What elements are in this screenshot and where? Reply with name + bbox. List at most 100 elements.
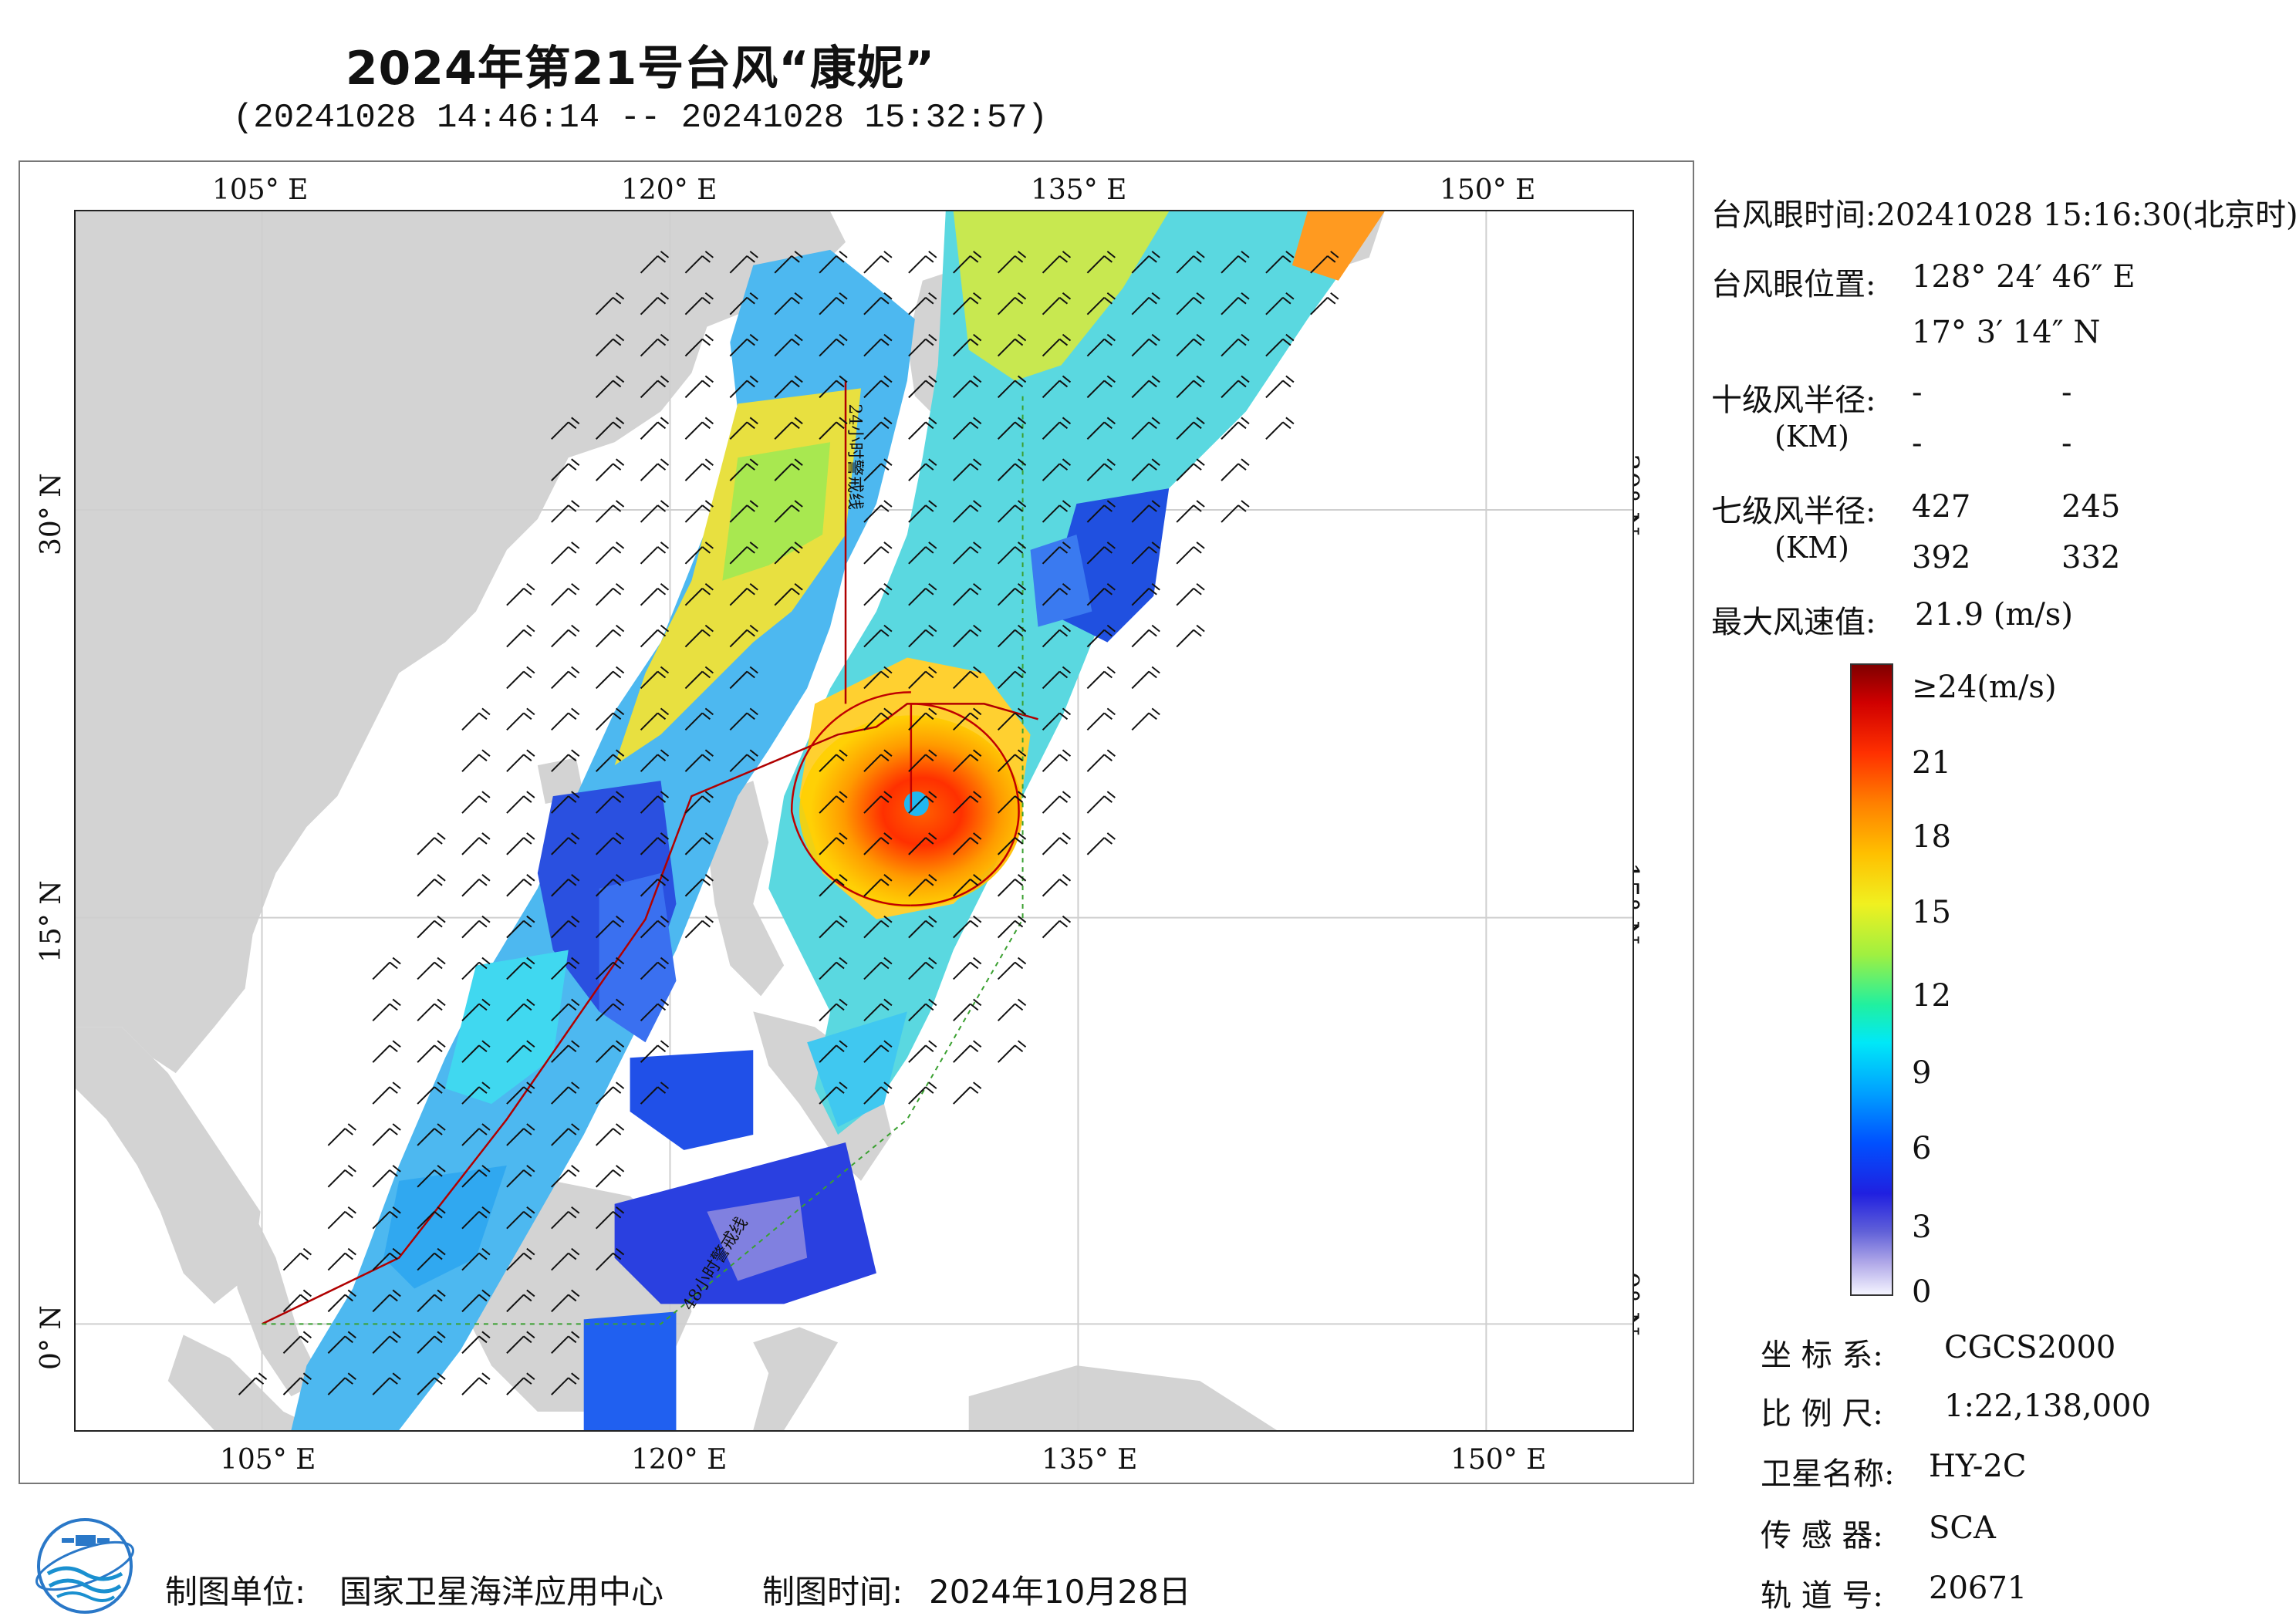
wind-barb — [1131, 417, 1160, 440]
wind-barb — [684, 292, 714, 315]
wind-barb — [595, 458, 625, 481]
wind-barb — [551, 582, 580, 606]
wind-barb — [908, 791, 937, 814]
wind-barb — [1131, 292, 1160, 315]
crs-label: 坐 标 系: — [1761, 1338, 1883, 1373]
wind-barb — [1176, 251, 1205, 274]
wind-barb — [506, 832, 535, 855]
wind-barb — [417, 1206, 446, 1230]
wind-barb — [506, 957, 535, 980]
wind-barb — [1042, 624, 1072, 648]
wind-barb — [953, 957, 982, 980]
wind-barb — [461, 1372, 491, 1395]
wind-barb — [327, 1372, 356, 1395]
wind-barb — [908, 749, 937, 772]
wind-barb — [461, 915, 491, 939]
wind-barb — [819, 874, 848, 897]
wind-barb — [997, 417, 1027, 440]
wind-barb — [729, 582, 758, 606]
wind-barb — [461, 1081, 491, 1105]
wind-barb — [863, 707, 893, 731]
wind-barb — [774, 458, 803, 481]
wind-barb — [461, 874, 491, 897]
wind-field-map[interactable]: 24小时警戒线 48小时警戒线 — [74, 210, 1634, 1432]
wind-barb — [640, 417, 670, 440]
wind-barb — [684, 500, 714, 523]
eye-time-value: 20241028 15:16:30(北京时) — [1876, 197, 2296, 233]
wind-barb — [684, 333, 714, 357]
wind-barb — [640, 957, 670, 980]
wind-barb — [1131, 624, 1160, 648]
r7-value-se: 245 — [2061, 489, 2121, 525]
wind-barb — [908, 874, 937, 897]
wind-barb — [729, 542, 758, 565]
wind-barb — [819, 998, 848, 1022]
lon-label-bottom-150: 150° E — [1450, 1444, 1547, 1476]
wind-barb — [506, 1040, 535, 1063]
wind-barb — [640, 1040, 670, 1063]
land-asia-mainland — [76, 211, 846, 1074]
colorbar-label-9: 9 — [1912, 1055, 1932, 1091]
wind-barb — [1176, 624, 1205, 648]
wind-barb — [551, 500, 580, 523]
lat-label-left-0: 0° N — [35, 1305, 67, 1370]
map-subtitle: (20241028 14:46:14 -- 20241028 15:32:57) — [232, 99, 1048, 137]
wind-barb — [684, 874, 714, 897]
wind-barb — [595, 874, 625, 897]
wind-barb — [1086, 292, 1116, 315]
wind-barb — [417, 1123, 446, 1146]
wind-barb — [1176, 292, 1205, 315]
colorbar-label-15: 15 — [1912, 895, 1951, 930]
wind-barb — [908, 957, 937, 980]
wind-barb — [1221, 292, 1250, 315]
wind-barb — [327, 1165, 356, 1188]
wind-barb — [953, 542, 982, 565]
wind-barb — [551, 1289, 580, 1313]
wind-barb — [595, 832, 625, 855]
wind-barb — [282, 1247, 312, 1271]
wind-barb — [595, 957, 625, 980]
wind-barb — [863, 500, 893, 523]
wind-barb — [997, 1040, 1027, 1063]
wind-barb — [684, 375, 714, 399]
wind-barb — [863, 582, 893, 606]
swath-west — [291, 249, 915, 1430]
wind-barb — [863, 874, 893, 897]
wind-barb — [953, 1040, 982, 1063]
wind-barb — [1265, 292, 1295, 315]
wind-barb — [282, 1289, 312, 1313]
wind-barb — [684, 251, 714, 274]
wind-barb — [640, 292, 670, 315]
wind-barb — [417, 1081, 446, 1105]
colorbar-label-6: 6 — [1912, 1131, 1932, 1166]
eye-time-label: 台风眼时间: — [1711, 197, 1876, 233]
producer-label: 制图单位: — [165, 1573, 306, 1611]
wind-barb — [417, 1289, 446, 1313]
wind-barb — [997, 251, 1027, 274]
wind-barb — [417, 832, 446, 855]
wind-barb — [819, 375, 848, 399]
wind-barb — [1176, 542, 1205, 565]
wind-barb — [640, 915, 670, 939]
wind-barb — [774, 582, 803, 606]
wind-barb — [997, 333, 1027, 357]
wind-barb — [908, 292, 937, 315]
wind-barb — [997, 542, 1027, 565]
wind-barb — [908, 915, 937, 939]
wind-barb — [551, 1247, 580, 1271]
wind-barb — [1042, 333, 1072, 357]
wind-barb — [595, 1040, 625, 1063]
wind-barb — [953, 624, 982, 648]
production-time-value: 2024年10月28日 — [929, 1573, 1191, 1611]
wind-barb — [551, 624, 580, 648]
wind-barb — [1265, 375, 1295, 399]
wind-barb — [506, 582, 535, 606]
wind-barb — [953, 375, 982, 399]
wind-barb — [372, 1123, 401, 1146]
wind-barb — [1086, 624, 1116, 648]
wind-barb — [506, 1372, 535, 1395]
wind-barb — [640, 500, 670, 523]
wind-barb — [551, 1081, 580, 1105]
wind-barb — [1265, 251, 1295, 274]
wind-barb — [595, 417, 625, 440]
